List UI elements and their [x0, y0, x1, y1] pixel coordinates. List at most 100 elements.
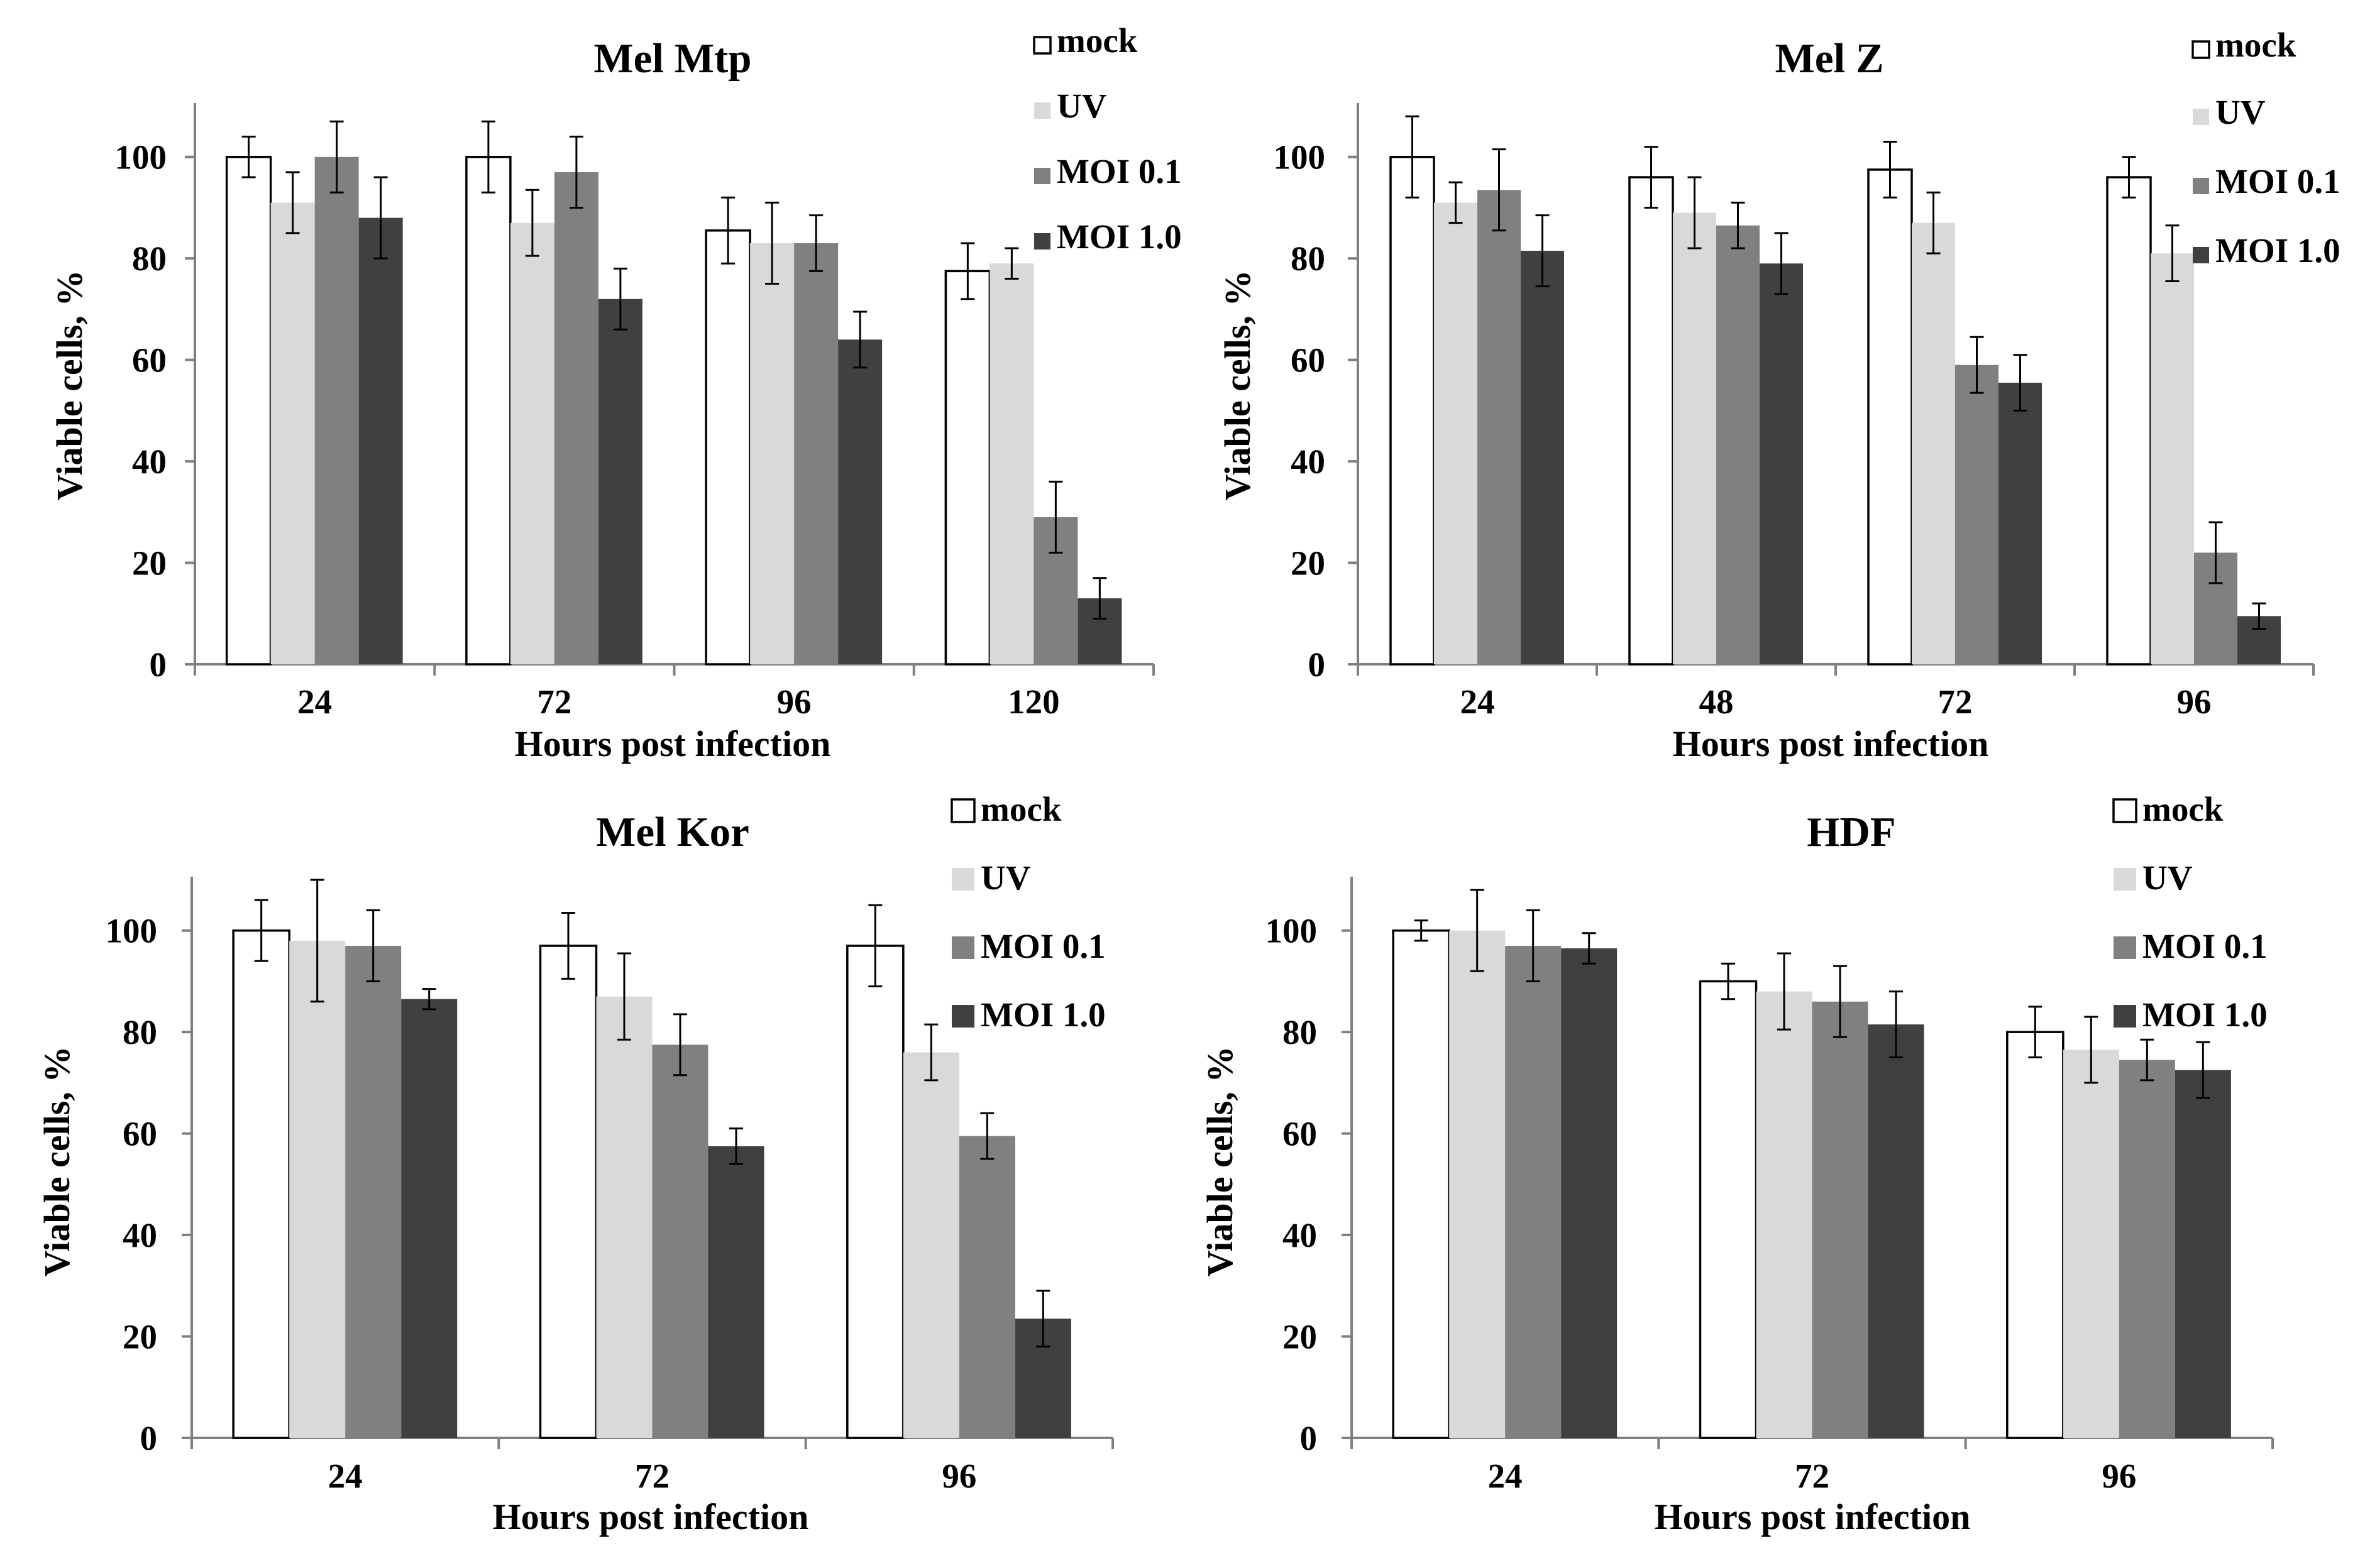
x-tick-label: 72	[1795, 1457, 1829, 1495]
y-tick-label: 60	[1282, 1115, 1317, 1153]
bar-uv	[990, 263, 1034, 665]
legend-swatch	[2193, 247, 2209, 263]
bar-mock	[2106, 176, 2152, 666]
bar-moi-0-1	[959, 1136, 1015, 1438]
x-tick-label: 24	[1460, 683, 1495, 721]
chart-title: Mel Mtp	[593, 35, 751, 82]
bar-uv	[1673, 212, 1716, 664]
bar-mock	[225, 155, 272, 666]
y-tick-label: 100	[1265, 912, 1318, 950]
legend-swatch	[2193, 178, 2209, 194]
x-tick-label: 72	[635, 1457, 670, 1495]
y-tick-label: 100	[1274, 138, 1326, 177]
x-axis-label: Hours post infection	[1655, 1496, 1971, 1537]
y-tick-label: 40	[123, 1216, 157, 1254]
bar-mock	[2006, 1031, 2065, 1439]
x-tick-label: 24	[297, 683, 332, 721]
legend-label: UV	[2142, 858, 2193, 897]
legend-swatch	[2112, 798, 2137, 823]
y-tick-label: 20	[123, 1318, 157, 1356]
bar-moi-0-1	[1812, 1001, 1868, 1438]
bar-uv	[1912, 222, 1955, 664]
y-tick-label: 0	[140, 1419, 158, 1457]
legend-swatch	[1034, 233, 1050, 249]
bar-moi-1-0	[1998, 382, 2042, 664]
legend-swatch	[1034, 168, 1050, 184]
y-tick-label: 60	[1291, 341, 1325, 380]
bar-mock	[1389, 155, 1435, 666]
x-tick-label: 96	[2177, 683, 2212, 721]
x-axis-label: Hours post infection	[1673, 723, 1989, 764]
bar-moi-1-0	[1760, 263, 1803, 665]
y-tick-label: 0	[1300, 1419, 1318, 1457]
bar-moi-0-1	[1955, 365, 1998, 664]
bar-uv	[1756, 991, 1812, 1438]
legend-swatch	[951, 798, 976, 823]
bar-moi-0-1	[1716, 225, 1760, 664]
legend-swatch	[2193, 109, 2209, 125]
x-tick-label: 72	[1938, 683, 1973, 721]
x-tick-label: 48	[1699, 683, 1734, 721]
bar-uv	[510, 222, 554, 664]
bar-uv	[1434, 202, 1477, 664]
bar-uv	[903, 1052, 959, 1438]
bar-moi-0-1	[1477, 190, 1521, 664]
bar-moi-0-1	[314, 156, 359, 664]
bar-mock	[1867, 168, 1913, 666]
bar-moi-1-0	[708, 1146, 764, 1438]
x-tick-label: 24	[1488, 1457, 1523, 1495]
bar-mock	[705, 229, 751, 666]
bar-moi-1-0	[1868, 1024, 1924, 1438]
x-tick-label: 120	[1008, 683, 1060, 721]
bar-moi-1-0	[1521, 251, 1564, 664]
y-tick-label: 20	[132, 544, 167, 583]
bar-mock	[539, 945, 598, 1439]
x-tick-label: 96	[777, 683, 812, 721]
legend-label: MOI 1.0	[1057, 217, 1182, 256]
bar-mock	[232, 929, 290, 1439]
x-tick-label: 96	[2102, 1457, 2136, 1495]
bar-mock	[465, 155, 512, 666]
y-tick-label: 80	[1291, 239, 1325, 278]
bar-mock	[944, 270, 991, 666]
y-tick-label: 40	[1282, 1216, 1317, 1254]
legend-swatch	[2114, 1005, 2136, 1028]
y-tick-label: 80	[132, 239, 167, 278]
chart-title: HDF	[1807, 809, 1895, 855]
x-axis-label: Hours post infection	[493, 1496, 809, 1537]
y-tick-label: 0	[1308, 645, 1326, 684]
legend-swatch	[952, 868, 974, 891]
bar-uv	[2151, 253, 2194, 664]
legend-label: mock	[1057, 21, 1138, 60]
x-tick-label: 24	[328, 1457, 363, 1495]
bar-moi-1-0	[1561, 948, 1618, 1438]
y-axis-label: Viable cells, %	[36, 1046, 77, 1277]
legend-label: mock	[2142, 790, 2224, 828]
bar-moi-0-1	[2119, 1060, 2175, 1438]
legend-label: MOI 1.0	[981, 995, 1106, 1034]
legend-swatch	[952, 936, 974, 959]
bar-moi-1-0	[838, 339, 883, 664]
chart-panel-3: Mel Kor 0 20 40 60 80 100 24 72 96 Hours post infe…	[36, 790, 1114, 1537]
y-tick-label: 60	[123, 1115, 157, 1153]
legend-label: UV	[1057, 87, 1107, 125]
y-tick-label: 60	[132, 341, 167, 380]
bar-uv	[2063, 1050, 2119, 1438]
x-tick-label: 96	[942, 1457, 976, 1495]
x-tick-label: 72	[537, 683, 571, 721]
legend-label: UV	[2215, 93, 2266, 131]
y-axis-label: Viable cells, %	[1217, 270, 1258, 501]
legend-swatch	[1034, 102, 1050, 119]
legend-label: mock	[2215, 26, 2296, 64]
chart-panel-2: Mel Z 0 20 40 60 80 100 24 48 72 96 Hours post infe…	[1217, 26, 2340, 764]
bar-moi-0-1	[652, 1044, 708, 1438]
bar-moi-1-0	[2175, 1070, 2231, 1438]
bar-moi-0-1	[554, 172, 598, 665]
y-axis-label: Viable cells, %	[49, 270, 90, 501]
chart-panel-4: HDF 0 20 40 60 80 100 24 72 96 Hours post infectio…	[1199, 790, 2274, 1537]
legend-label: MOI 1.0	[2215, 231, 2340, 270]
y-tick-label: 80	[123, 1013, 157, 1051]
legend-label: MOI 0.1	[981, 927, 1106, 965]
y-tick-label: 20	[1282, 1318, 1317, 1356]
